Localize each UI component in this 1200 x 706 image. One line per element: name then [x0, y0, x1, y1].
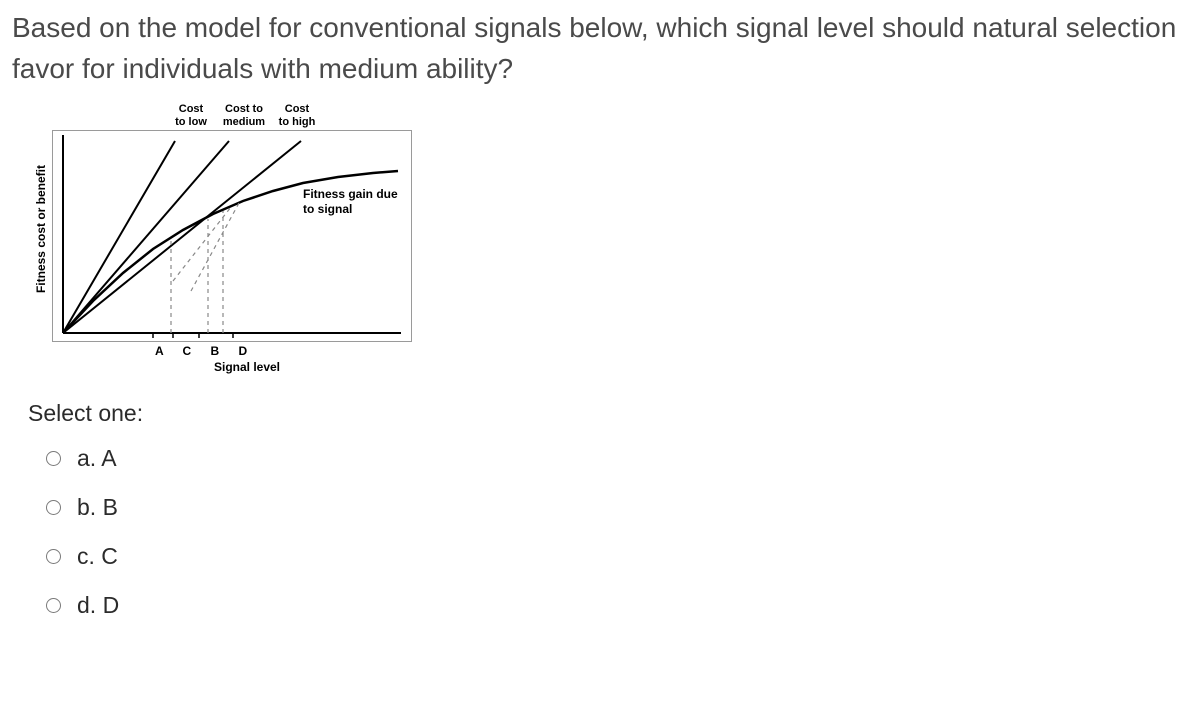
question-text: Based on the model for conventional sign…	[12, 8, 1188, 89]
radio-icon	[46, 598, 61, 613]
cost-labels-row: Cost to low Cost to medium Cost to high	[167, 103, 321, 128]
option-b[interactable]: b. B	[46, 494, 1188, 521]
radio-icon	[46, 500, 61, 515]
radio-icon	[46, 549, 61, 564]
x-axis-label: Signal level	[214, 360, 280, 374]
option-label: b. B	[77, 494, 118, 521]
chart-svg	[53, 131, 413, 343]
y-axis-label: Fitness cost or benefit	[34, 165, 48, 293]
cost-label-medium: Cost to medium	[215, 103, 273, 128]
cost-label-high: Cost to high	[273, 103, 321, 128]
option-label: d. D	[77, 592, 119, 619]
radio-icon	[46, 451, 61, 466]
option-label: a. A	[77, 445, 117, 472]
select-one-prompt: Select one:	[28, 400, 1188, 427]
x-axis-tick-letters: A C B D	[155, 344, 255, 358]
option-c[interactable]: c. C	[46, 543, 1188, 570]
figure: Fitness cost or benefit Cost to low Cost…	[34, 103, 1188, 374]
fitness-gain-label: Fitness gain due to signal	[303, 187, 411, 216]
option-label: c. C	[77, 543, 118, 570]
option-a[interactable]: a. A	[46, 445, 1188, 472]
option-d[interactable]: d. D	[46, 592, 1188, 619]
chart-plot-area: Fitness gain due to signal	[52, 130, 412, 342]
cost-label-low: Cost to low	[167, 103, 215, 128]
